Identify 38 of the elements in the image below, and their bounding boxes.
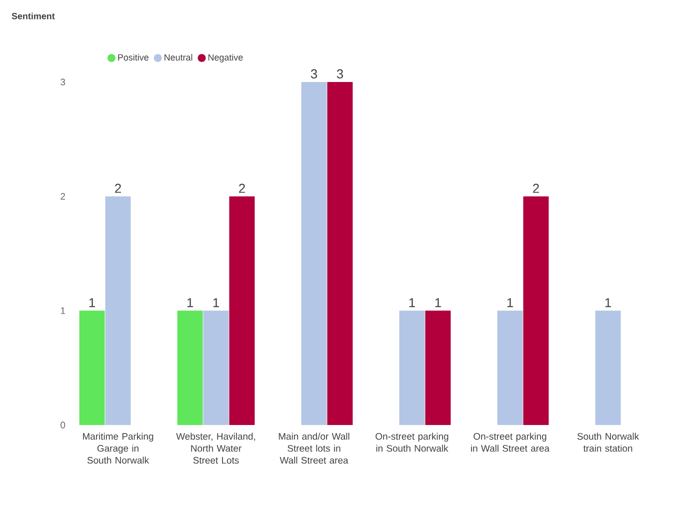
legend-title: Sentiment xyxy=(12,12,55,20)
y-tick-label: 2 xyxy=(60,193,66,200)
data-label: 3 xyxy=(310,69,318,78)
bar xyxy=(203,310,229,425)
data-label: 1 xyxy=(605,298,611,308)
bar xyxy=(523,196,549,425)
x-tick-label: South Norwalk train station xyxy=(577,432,640,452)
x-tick-label: Main and/or Wall Street lots in Wall Street area xyxy=(278,432,350,464)
bar xyxy=(399,310,425,425)
data-label: 1 xyxy=(435,298,441,308)
data-label: 1 xyxy=(507,298,513,308)
bar xyxy=(105,196,131,425)
bar xyxy=(327,82,353,425)
data-label: 2 xyxy=(115,184,121,193)
legend-label: Negative xyxy=(208,54,243,62)
bar xyxy=(79,310,105,425)
legend-label: Positive xyxy=(118,54,148,61)
x-tick-label: On-street parking in South Norwalk xyxy=(376,432,448,452)
x-tick-label: Maritime Parking Garage in South Norwalk xyxy=(83,432,154,464)
x-tick-label: Webster, Haviland, North Water Street Lots xyxy=(176,432,256,464)
data-label: 2 xyxy=(239,184,245,193)
legend-label: Neutral xyxy=(164,54,192,61)
data-label: 2 xyxy=(533,184,539,193)
data-label: 1 xyxy=(409,298,415,308)
y-tick-label: 1 xyxy=(60,307,66,314)
bar xyxy=(229,196,255,425)
bar xyxy=(595,310,621,425)
x-tick-label: On-street parking in Wall Street area xyxy=(471,432,550,452)
bar xyxy=(497,310,523,425)
bar xyxy=(177,310,203,425)
y-tick-label: 0 xyxy=(60,422,66,428)
data-label: 1 xyxy=(187,298,194,308)
bar xyxy=(425,310,451,425)
data-label: 1 xyxy=(213,298,219,308)
data-label: 1 xyxy=(89,298,96,308)
data-label: 3 xyxy=(336,69,344,78)
y-tick-label: 3 xyxy=(60,78,66,86)
bar xyxy=(301,82,327,425)
